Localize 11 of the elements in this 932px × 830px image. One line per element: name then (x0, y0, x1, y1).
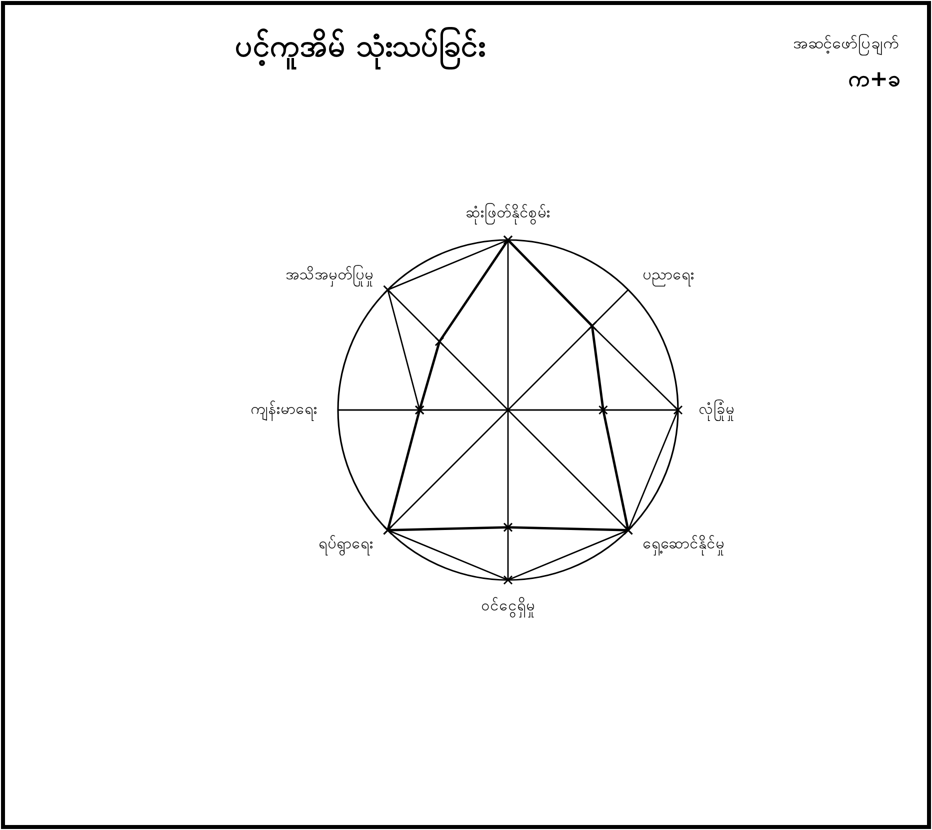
spoke-label: ဝင်ငွေရှိမှု (481, 596, 535, 618)
spoke-label: ကျန်းမာရေး (250, 400, 318, 422)
spoke-label: ရှေ့ဆောင်နိုင်မှု (642, 534, 725, 556)
spoke-label: ရပ်ရွာရေး (318, 534, 374, 556)
spoke-label: ပညာရေး (642, 265, 695, 286)
spoke-label: လုံခြုံမှု (698, 399, 734, 422)
spoke-label: ဆုံးဖြတ်နိုင်စွမ်း (466, 202, 550, 225)
chart-title: ပင့်ကူအိမ် သုံးသပ်ခြင်း (234, 26, 486, 72)
text: အဆင့်ဖော်ပြချက် (793, 33, 900, 56)
text: က+ခ (848, 67, 900, 92)
spoke-label: အသိအမှတ်ပြုမှု (285, 264, 374, 286)
